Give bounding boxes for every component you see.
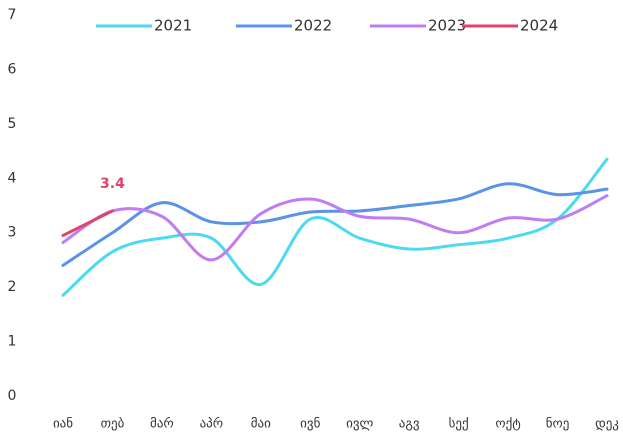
x-tick-label: ოქტ [495,417,520,432]
x-tick-label: აგვ [399,417,420,432]
x-tick-label: ივლ [346,417,373,432]
series-line [61,182,609,267]
y-tick-label: 5 [8,116,17,132]
y-tick-label: 0 [8,388,17,404]
x-tick-label: სექ [449,417,469,432]
x-tick-label: აპრ [200,417,224,432]
x-tick-label: ივნ [300,417,320,432]
y-tick-label: 7 [8,7,17,23]
x-tick-label: მაი [251,417,271,432]
x-tick-label: დეკ [595,417,619,432]
series-line [61,157,609,297]
y-tick-label: 1 [8,334,17,350]
x-tick-label: იან [53,417,73,432]
y-tick-label: 6 [8,61,17,77]
x-tick-label: მარ [150,417,174,432]
series-line [61,194,609,262]
legend-label: 2024 [520,17,558,35]
x-tick-label: ნოე [546,417,570,432]
legend-label: 2021 [154,17,192,35]
y-tick-label: 3 [8,225,17,241]
y-tick-label: 2 [8,279,17,295]
series-line [61,209,114,237]
legend-label: 2022 [294,17,332,35]
x-tick-label: თებ [101,417,125,432]
data-label: 3.4 [100,176,125,192]
legend-label: 2023 [428,17,466,35]
y-tick-label: 4 [8,170,17,186]
